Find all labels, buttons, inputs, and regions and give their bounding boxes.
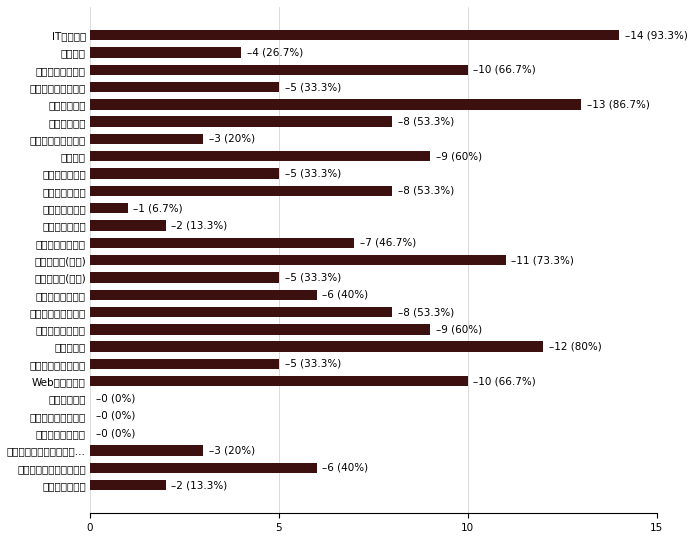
Text: –14 (93.3%): –14 (93.3%) xyxy=(624,30,688,40)
Text: –10 (66.7%): –10 (66.7%) xyxy=(473,65,536,75)
Bar xyxy=(90,376,468,387)
Bar xyxy=(90,99,581,110)
Bar xyxy=(90,272,279,282)
Bar xyxy=(90,151,430,161)
Text: –3 (20%): –3 (20%) xyxy=(209,134,255,144)
Text: –2 (13.3%): –2 (13.3%) xyxy=(171,480,228,490)
Text: –9 (60%): –9 (60%) xyxy=(436,325,482,334)
Text: –3 (20%): –3 (20%) xyxy=(209,446,255,456)
Text: –5 (33.3%): –5 (33.3%) xyxy=(285,82,341,92)
Text: –4 (26.7%): –4 (26.7%) xyxy=(247,48,303,57)
Bar xyxy=(90,65,468,75)
Text: –5 (33.3%): –5 (33.3%) xyxy=(285,168,341,179)
Bar xyxy=(90,220,166,231)
Bar xyxy=(90,117,393,127)
Text: –0 (0%): –0 (0%) xyxy=(95,428,135,438)
Text: –5 (33.3%): –5 (33.3%) xyxy=(285,273,341,282)
Bar xyxy=(90,134,203,144)
Text: –6 (40%): –6 (40%) xyxy=(322,290,368,300)
Text: –2 (13.3%): –2 (13.3%) xyxy=(171,220,228,231)
Bar xyxy=(90,30,619,40)
Bar xyxy=(90,463,317,473)
Bar xyxy=(90,255,505,265)
Bar xyxy=(90,446,203,456)
Bar xyxy=(90,307,393,318)
Text: –6 (40%): –6 (40%) xyxy=(322,463,368,473)
Text: –12 (80%): –12 (80%) xyxy=(549,342,602,352)
Bar xyxy=(90,480,166,490)
Bar xyxy=(90,186,393,196)
Bar xyxy=(90,168,279,179)
Bar xyxy=(90,82,279,92)
Text: –5 (33.3%): –5 (33.3%) xyxy=(285,359,341,369)
Text: –8 (53.3%): –8 (53.3%) xyxy=(398,186,454,196)
Bar xyxy=(90,238,354,248)
Bar xyxy=(90,203,128,213)
Bar xyxy=(90,289,317,300)
Bar xyxy=(90,48,241,58)
Text: –9 (60%): –9 (60%) xyxy=(436,151,482,161)
Text: –8 (53.3%): –8 (53.3%) xyxy=(398,307,454,317)
Bar xyxy=(90,359,279,369)
Text: –10 (66.7%): –10 (66.7%) xyxy=(473,376,536,386)
Text: –1 (6.7%): –1 (6.7%) xyxy=(134,203,183,213)
Text: –8 (53.3%): –8 (53.3%) xyxy=(398,117,454,127)
Text: –13 (86.7%): –13 (86.7%) xyxy=(587,99,650,110)
Text: –7 (46.7%): –7 (46.7%) xyxy=(360,238,416,248)
Bar xyxy=(90,324,430,335)
Text: –0 (0%): –0 (0%) xyxy=(95,411,135,421)
Text: –0 (0%): –0 (0%) xyxy=(95,394,135,403)
Bar xyxy=(90,341,544,352)
Text: –11 (73.3%): –11 (73.3%) xyxy=(512,255,574,265)
